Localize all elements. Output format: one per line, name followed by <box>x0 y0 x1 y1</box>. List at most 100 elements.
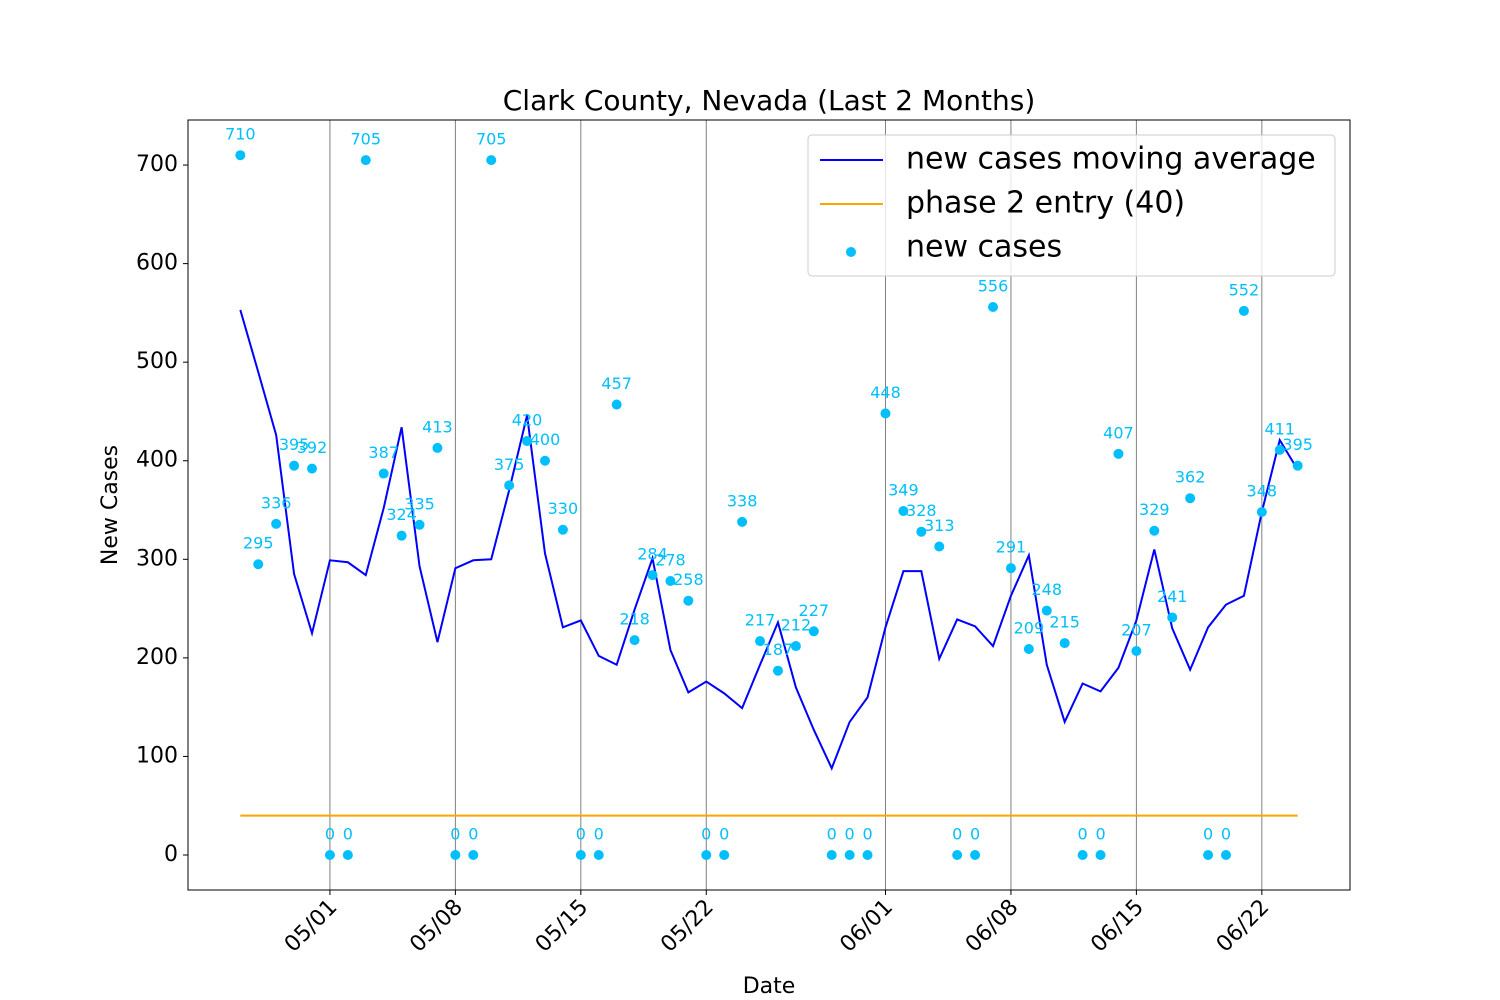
data-label: 218 <box>619 610 650 629</box>
data-label: 448 <box>870 383 901 402</box>
data-label: 556 <box>978 276 1009 295</box>
point <box>450 850 461 861</box>
data-label: 284 <box>637 545 668 564</box>
legend-swatch <box>846 247 856 257</box>
point <box>844 850 855 861</box>
data-label: 217 <box>745 611 776 630</box>
data-label: 0 <box>952 825 962 844</box>
point <box>414 519 425 530</box>
legend-box <box>807 134 1336 277</box>
legend-label: new cases moving average <box>906 142 1316 177</box>
data-label: 0 <box>862 825 872 844</box>
point <box>647 570 658 581</box>
legend-label: phase 2 entry (40) <box>906 186 1185 221</box>
point <box>790 641 801 652</box>
y-tick-label: 400 <box>136 448 178 473</box>
data-label: 227 <box>799 601 830 620</box>
data-label: 215 <box>1049 613 1080 632</box>
point <box>1059 638 1070 649</box>
y-tick-label: 700 <box>136 152 178 177</box>
data-label: 212 <box>781 616 812 635</box>
point <box>396 530 407 541</box>
y-tick-label: 500 <box>136 349 178 374</box>
data-label: 0 <box>701 825 711 844</box>
data-label: 387 <box>368 443 399 462</box>
plot-frame <box>187 119 1351 891</box>
data-label: 395 <box>279 435 310 454</box>
point <box>1274 444 1285 455</box>
data-label: 457 <box>601 374 632 393</box>
point <box>862 850 873 861</box>
data-label: 324 <box>386 505 417 524</box>
point <box>1256 506 1267 517</box>
data-label: 258 <box>673 570 704 589</box>
point <box>1203 850 1214 861</box>
point <box>1149 525 1160 536</box>
point <box>934 541 945 552</box>
data-label: 362 <box>1175 468 1206 487</box>
point <box>557 524 568 535</box>
point <box>1167 612 1178 623</box>
point <box>808 626 819 637</box>
data-label: 207 <box>1121 620 1152 639</box>
y-tick-label: 0 <box>164 842 178 867</box>
point <box>289 460 300 471</box>
point <box>253 559 264 570</box>
data-label: 407 <box>1103 423 1134 442</box>
point <box>378 468 389 479</box>
point <box>719 850 730 861</box>
point <box>1131 645 1142 656</box>
data-label: 552 <box>1229 280 1260 299</box>
data-label: 375 <box>494 455 525 474</box>
data-label: 295 <box>243 534 274 553</box>
point <box>683 595 694 606</box>
point <box>235 150 246 161</box>
point <box>342 850 353 861</box>
point <box>755 636 766 647</box>
data-label: 705 <box>476 130 507 149</box>
data-label: 705 <box>351 130 382 149</box>
data-label: 291 <box>996 538 1027 557</box>
data-label: 0 <box>1095 825 1105 844</box>
point <box>1041 605 1052 616</box>
point <box>360 155 371 166</box>
data-label: 0 <box>827 825 837 844</box>
point <box>432 442 443 453</box>
point <box>1238 305 1249 316</box>
point <box>772 665 783 676</box>
point <box>970 850 981 861</box>
data-label: 0 <box>450 825 460 844</box>
point <box>701 850 712 861</box>
y-axis-label: New Cases <box>98 445 123 565</box>
data-label: 0 <box>325 825 335 844</box>
point <box>324 850 335 861</box>
point <box>737 516 748 527</box>
point <box>988 301 999 312</box>
data-label: 349 <box>888 481 919 500</box>
data-label: 420 <box>512 411 543 430</box>
data-label: 0 <box>970 825 980 844</box>
data-label: 0 <box>1203 825 1213 844</box>
data-label: 278 <box>655 550 686 569</box>
data-label: 392 <box>297 438 328 457</box>
data-label: 0 <box>845 825 855 844</box>
point <box>1292 460 1303 471</box>
data-label: 335 <box>404 494 435 513</box>
point <box>826 850 837 861</box>
point <box>611 399 622 410</box>
chart-title: Clark County, Nevada (Last 2 Months) <box>503 84 1036 117</box>
point <box>1077 850 1088 861</box>
x-axis-label: Date <box>743 974 796 999</box>
line-series <box>239 309 1299 771</box>
data-label: 348 <box>1247 481 1278 500</box>
data-label: 710 <box>225 125 256 144</box>
data-label: 330 <box>548 499 579 518</box>
data-label: 328 <box>906 501 937 520</box>
point <box>1023 644 1034 655</box>
data-label: 0 <box>719 825 729 844</box>
point <box>898 506 909 517</box>
data-label: 400 <box>530 430 561 449</box>
point <box>539 455 550 466</box>
point <box>1185 493 1196 504</box>
